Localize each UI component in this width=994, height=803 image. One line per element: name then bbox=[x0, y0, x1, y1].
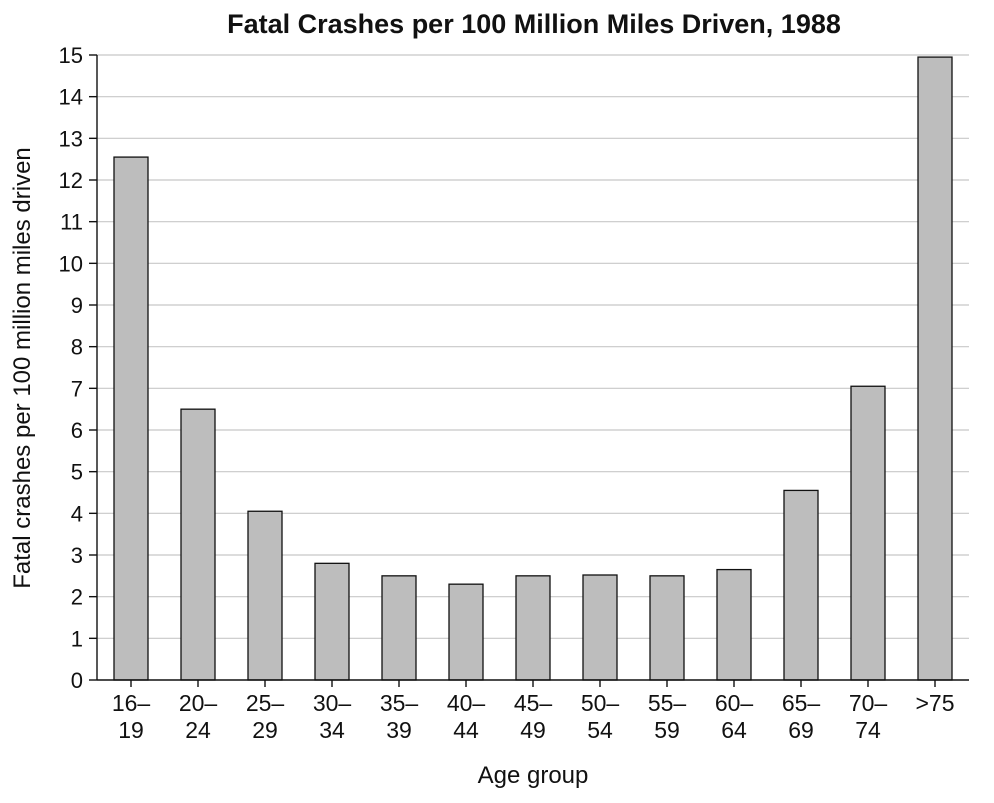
y-tick-label: 5 bbox=[71, 460, 83, 485]
y-tick-label: 15 bbox=[59, 43, 83, 68]
x-tick-label: 16– bbox=[112, 690, 151, 716]
x-tick-label: 55– bbox=[648, 690, 687, 716]
x-tick-label: >75 bbox=[915, 690, 954, 716]
bar bbox=[180, 408, 216, 681]
bar bbox=[314, 562, 350, 681]
y-tick-label: 10 bbox=[59, 251, 83, 276]
x-tick-label: 54 bbox=[587, 717, 613, 743]
x-tick-label: 19 bbox=[118, 717, 144, 743]
bar bbox=[515, 575, 551, 681]
x-axis-label: Age group bbox=[478, 762, 589, 789]
x-tick-label: 65– bbox=[782, 690, 821, 716]
y-tick-label: 3 bbox=[71, 543, 83, 568]
y-tick-label: 9 bbox=[71, 293, 83, 318]
bar bbox=[582, 574, 618, 681]
x-tick-label: 64 bbox=[721, 717, 747, 743]
x-tick-label: 59 bbox=[654, 717, 680, 743]
x-tick-label: 34 bbox=[319, 717, 345, 743]
bar bbox=[716, 568, 752, 681]
x-tick-label: 25– bbox=[246, 690, 285, 716]
bar bbox=[381, 575, 417, 681]
x-tick-label: 39 bbox=[386, 717, 412, 743]
bar bbox=[917, 56, 953, 681]
y-tick-label: 8 bbox=[71, 335, 83, 360]
x-tick-label: 40– bbox=[447, 690, 486, 716]
x-tick-label: 45– bbox=[514, 690, 553, 716]
y-tick-label: 2 bbox=[71, 585, 83, 610]
y-tick-label: 14 bbox=[59, 85, 83, 110]
x-tick-label: 74 bbox=[855, 717, 881, 743]
x-tick-label: 30– bbox=[313, 690, 352, 716]
x-tick-label: 29 bbox=[252, 717, 278, 743]
x-tick-label: 49 bbox=[520, 717, 546, 743]
bars bbox=[113, 56, 953, 681]
y-tick-label: 7 bbox=[71, 376, 83, 401]
bar bbox=[113, 156, 149, 681]
bar bbox=[783, 489, 819, 681]
x-tick-label: 24 bbox=[185, 717, 211, 743]
x-tick-label: 44 bbox=[453, 717, 479, 743]
x-tick-label: 50– bbox=[581, 690, 620, 716]
y-tick-label: 0 bbox=[71, 668, 83, 693]
y-tick-label: 1 bbox=[71, 626, 83, 651]
bar bbox=[247, 510, 283, 681]
bar bbox=[850, 385, 886, 681]
gridlines bbox=[97, 54, 969, 639]
bar bbox=[448, 583, 484, 681]
chart-title: Fatal Crashes per 100 Million Miles Driv… bbox=[227, 9, 841, 39]
x-tick-label: 69 bbox=[788, 717, 814, 743]
y-tick-label: 11 bbox=[60, 210, 83, 235]
y-tick-label: 13 bbox=[59, 126, 83, 151]
bar bbox=[649, 575, 685, 681]
y-tick-label: 12 bbox=[59, 168, 83, 193]
y-tick-label: 4 bbox=[71, 501, 83, 526]
x-tick-label: 20– bbox=[179, 690, 218, 716]
x-tick-label: 35– bbox=[380, 690, 419, 716]
x-tick-label: 60– bbox=[715, 690, 754, 716]
x-category-labels: 16–19 20–24 25–29 30–34 35–39 40–44 45–49 50–54… bbox=[112, 680, 955, 743]
y-axis-label: Fatal crashes per 100 million miles driv… bbox=[9, 147, 36, 589]
x-tick-label: 70– bbox=[849, 690, 888, 716]
y-tick-label: 6 bbox=[71, 418, 83, 443]
